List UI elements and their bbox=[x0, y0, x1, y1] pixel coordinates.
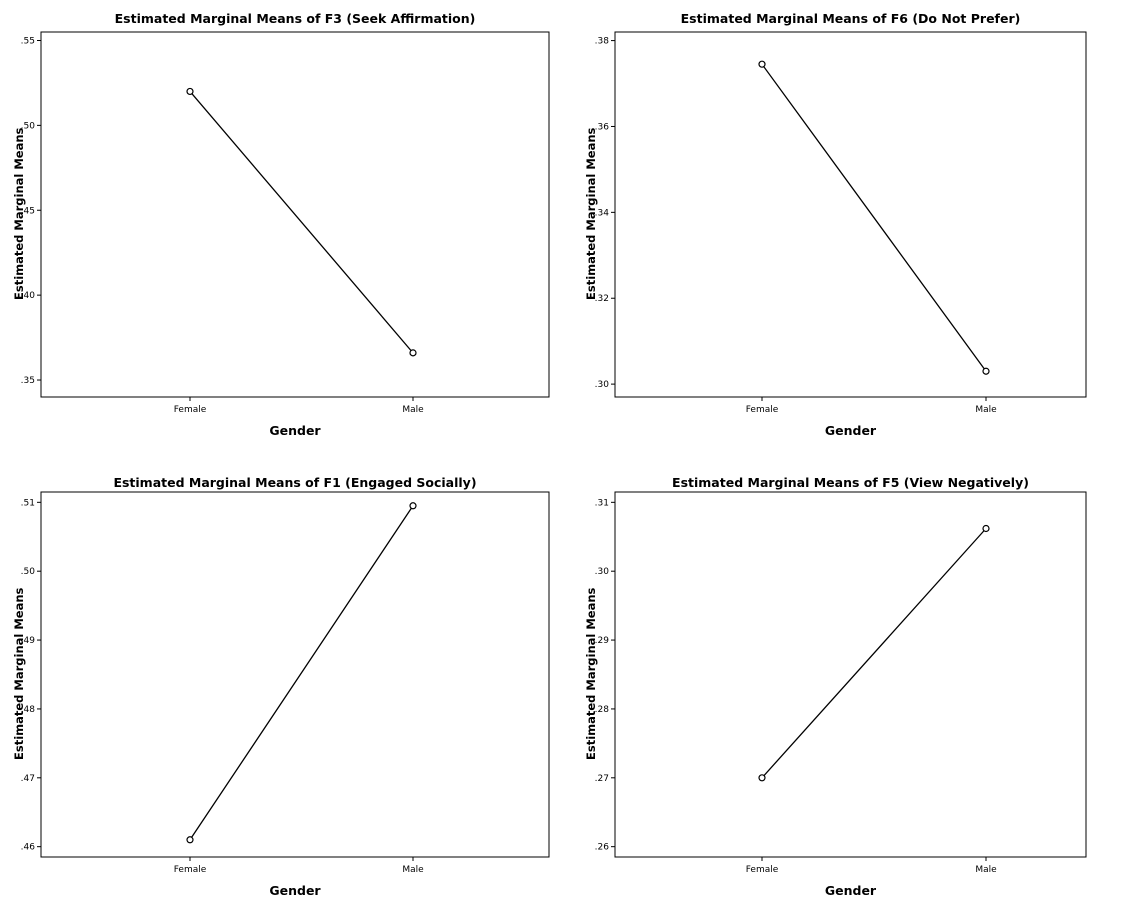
chart-title: Estimated Marginal Means of F1 (Engaged … bbox=[113, 475, 477, 490]
y-tick-label: .30 bbox=[595, 380, 610, 390]
y-tick-label: .45 bbox=[21, 206, 35, 216]
data-point bbox=[982, 367, 990, 375]
chart-panel-f6: Estimated Marginal Means of F6 (Do Not P… bbox=[562, 0, 1124, 450]
y-tick-label: .32 bbox=[595, 294, 609, 304]
x-tick-label: Female bbox=[174, 865, 207, 875]
x-axis-label: Gender bbox=[269, 423, 321, 438]
chart-plot: .46 .47 .48 .49 .50 .51 Female Male bbox=[21, 491, 550, 875]
data-point bbox=[758, 774, 766, 782]
x-tick-label: Male bbox=[975, 405, 997, 415]
series-line bbox=[761, 528, 987, 779]
data-point bbox=[758, 60, 766, 68]
y-tick-label: .31 bbox=[595, 498, 609, 508]
x-tick-label: Female bbox=[746, 405, 779, 415]
chart-plot: .35 .40 .45 .50 .55 Female Male bbox=[21, 31, 550, 415]
plot-frame bbox=[614, 491, 1087, 858]
data-point bbox=[186, 836, 194, 844]
x-axis-label: Gender bbox=[269, 883, 321, 898]
x-tick-label: Female bbox=[746, 865, 779, 875]
y-tick-label: .49 bbox=[21, 636, 36, 646]
plot-frame bbox=[40, 491, 550, 858]
data-point bbox=[409, 502, 417, 510]
chart-plot: .30 .32 .34 .36 .38 Female Male bbox=[595, 31, 1087, 415]
plot-frame bbox=[40, 31, 550, 398]
series-line bbox=[189, 505, 414, 841]
y-tick-label: .34 bbox=[595, 208, 610, 218]
data-point bbox=[186, 87, 194, 96]
y-tick-label: .40 bbox=[21, 291, 36, 301]
chart-panel-f3: Estimated Marginal Means of F3 (Seek Aff… bbox=[0, 0, 562, 450]
y-tick-label: .28 bbox=[595, 705, 610, 715]
series-line bbox=[761, 63, 987, 372]
y-tick-label: .51 bbox=[21, 498, 35, 508]
x-tick-label: Male bbox=[975, 865, 997, 875]
y-tick-label: .46 bbox=[21, 843, 36, 853]
series-line bbox=[189, 90, 414, 354]
chart-panel-f5: Estimated Marginal Means of F5 (View Neg… bbox=[562, 450, 1124, 900]
x-tick-label: Female bbox=[174, 405, 207, 415]
plot-frame bbox=[614, 31, 1087, 398]
x-tick-label: Male bbox=[402, 405, 424, 415]
chart-title: Estimated Marginal Means of F5 (View Neg… bbox=[672, 475, 1029, 490]
y-tick-label: .36 bbox=[595, 122, 610, 132]
y-tick-label: .26 bbox=[595, 843, 610, 853]
y-tick-label: .30 bbox=[595, 567, 610, 577]
chart-title: Estimated Marginal Means of F3 (Seek Aff… bbox=[114, 11, 476, 26]
y-tick-label: .35 bbox=[21, 376, 35, 386]
y-tick-label: .47 bbox=[21, 774, 35, 784]
data-point bbox=[409, 349, 417, 357]
x-axis-label: Gender bbox=[824, 883, 877, 898]
y-tick-label: .27 bbox=[595, 774, 609, 784]
y-tick-label: .50 bbox=[21, 567, 36, 577]
chart-panel-f1: Estimated Marginal Means of F1 (Engaged … bbox=[0, 450, 562, 900]
data-point bbox=[982, 524, 990, 533]
x-tick-label: Male bbox=[402, 865, 424, 875]
chart-plot: .26 .27 .28 .29 .30 .31 Female Male bbox=[595, 491, 1087, 875]
y-tick-label: .48 bbox=[21, 705, 36, 715]
chart-title: Estimated Marginal Means of F6 (Do Not P… bbox=[680, 11, 1021, 26]
y-tick-label: .29 bbox=[595, 636, 610, 646]
y-tick-label: .55 bbox=[21, 36, 35, 46]
y-tick-label: .50 bbox=[21, 121, 36, 131]
y-tick-label: .38 bbox=[595, 37, 610, 47]
x-axis-label: Gender bbox=[824, 423, 877, 438]
